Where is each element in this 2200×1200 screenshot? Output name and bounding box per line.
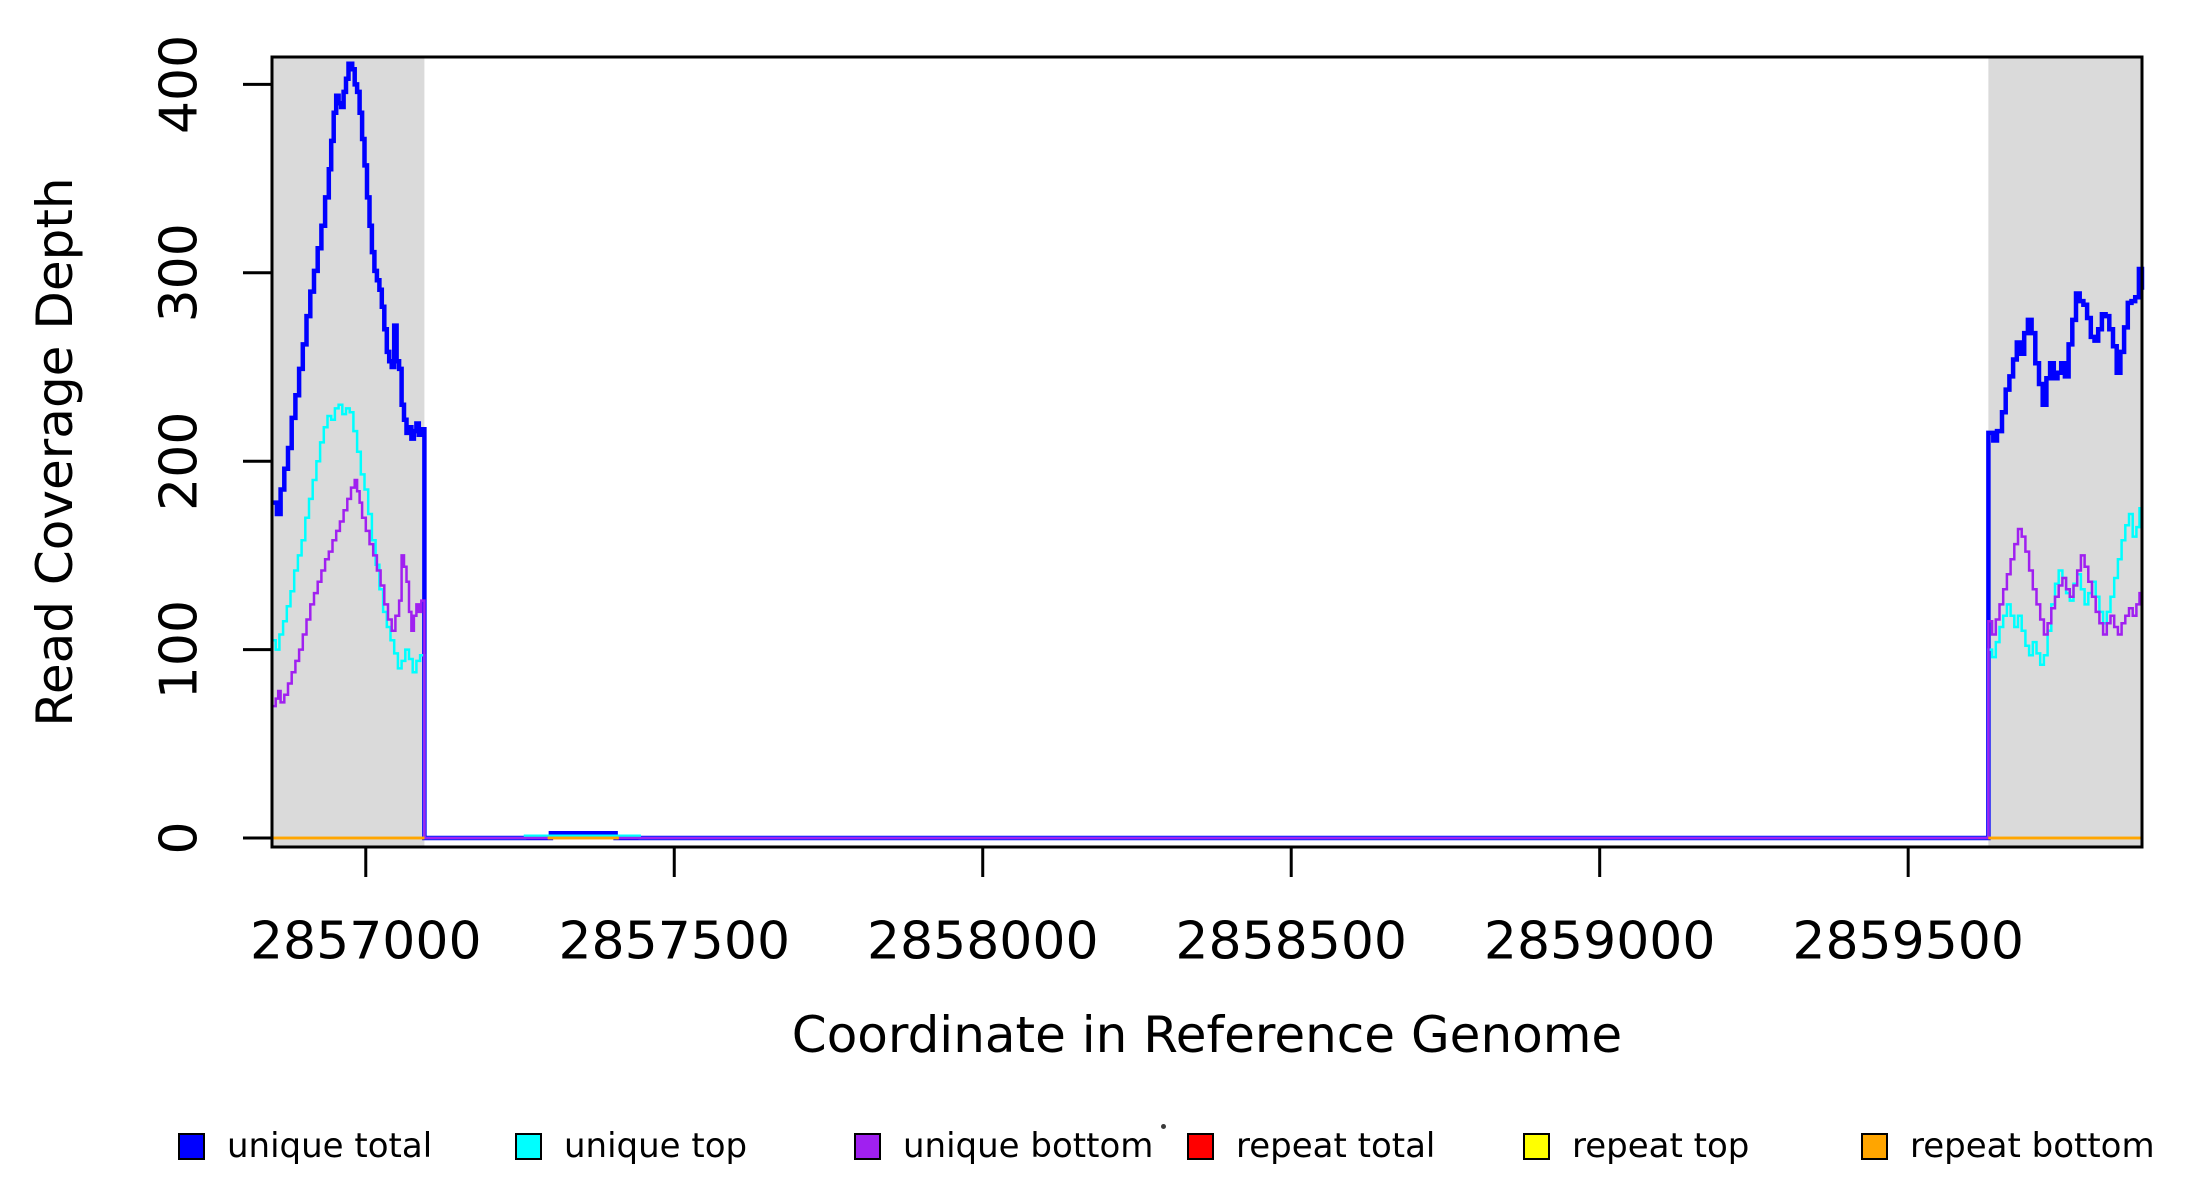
y-tick-label: 400 [150,35,210,134]
y-tick-label: 0 [150,821,210,854]
legend-label: unique bottom [903,1126,1154,1166]
legend-swatch-unique-total [178,1132,205,1160]
legend-artifact-dot [1161,1124,1166,1129]
legend-swatch-repeat-top [1523,1132,1550,1160]
series-unique-top [272,403,2144,840]
x-tick-label: 2857500 [558,912,790,972]
y-tick-label: 200 [150,412,210,511]
axes: 2857000 2857500 2858000 2858500 2859000 28595… [150,35,2144,972]
x-tick-label: 2858000 [867,912,1099,972]
legend-label: repeat bottom [1910,1126,2155,1166]
x-tick-label: 2858500 [1175,912,1407,972]
legend-entry-repeat-bottom: repeat bottom [1861,1120,2155,1172]
legend: unique total unique top unique bottom repea… [0,0,2200,1166]
repeat-region-shade [1988,57,2142,847]
repeat-region-shade [272,57,425,847]
legend-swatch-unique-bottom [854,1132,881,1160]
y-tick-label: 300 [150,223,210,322]
y-tick-label: 100 [150,600,210,699]
legend-entry-repeat-total: repeat total [1187,1120,1435,1172]
x-tick-label: 2859000 [1484,912,1716,972]
legend-label: repeat total [1236,1126,1436,1166]
legend-swatch-repeat-total [1187,1132,1214,1160]
legend-label: unique total [227,1126,433,1166]
legend-label: unique top [564,1126,748,1166]
series-unique-total [272,61,2145,841]
legend-entry-repeat-top: repeat top [1523,1120,1749,1172]
legend-entry-unique-total: unique total [178,1120,432,1172]
legend-swatch-repeat-bottom [1861,1132,1888,1160]
x-axis-title: Coordinate in Reference Genome [792,1006,1622,1064]
legend-entry-unique-bottom: unique bottom [854,1120,1153,1172]
highlight-regions [272,57,2142,847]
y-axis-title: Read Coverage Depth [26,177,84,726]
legend-entry-unique-top: unique top [515,1120,747,1172]
x-tick-label: 2859500 [1792,912,2024,972]
series-unique-bottom [272,478,2144,840]
legend-swatch-unique-top [515,1132,542,1160]
plot-box [270,55,2144,849]
legend-label: repeat top [1572,1126,1750,1166]
coverage-series [272,61,2145,841]
x-tick-label: 2857000 [250,912,482,972]
